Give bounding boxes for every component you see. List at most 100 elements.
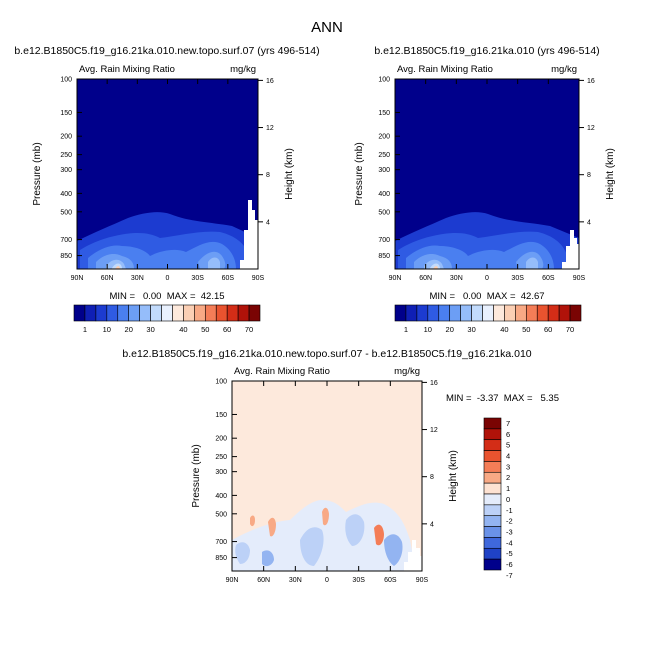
colorbar-label: 70	[245, 325, 253, 334]
x-tick-label: 0	[325, 577, 329, 584]
colorbar-swatch	[483, 515, 502, 527]
y-right-tick-label: 16	[430, 380, 438, 387]
colorbar-swatch	[525, 304, 538, 322]
colorbar-swatch	[416, 304, 429, 322]
colorbar-swatch	[394, 304, 407, 322]
y-tick-label: 100	[378, 77, 390, 84]
panel-1-contours	[77, 200, 258, 269]
x-tick-label: 60N	[101, 275, 114, 282]
y-right-tick-label: 8	[266, 172, 270, 179]
x-tick-label: 60N	[419, 275, 432, 282]
y-tick-label: 200	[215, 436, 227, 443]
x-tick-label: 60S	[222, 275, 235, 282]
y-tick-label: 150	[215, 412, 227, 419]
colorbar-swatch	[106, 304, 119, 322]
anomaly-positive-3	[374, 524, 384, 546]
panel-1-ylabel-right: Height (km)	[284, 148, 295, 200]
colorbar-swatch	[483, 439, 502, 451]
colorbar-swatch	[483, 493, 502, 506]
panel-3-ylabel-right: Height (km)	[448, 450, 459, 502]
y-tick-label: 250	[215, 454, 227, 461]
anomaly-positive-2	[322, 507, 329, 526]
colorbar-swatch	[204, 304, 217, 322]
colorbar-swatch	[183, 304, 195, 322]
y-right-tick-label: 12	[430, 427, 438, 434]
y-tick-label: 150	[60, 110, 72, 117]
x-tick-label: 0	[485, 275, 489, 282]
colorbar-label: 50	[201, 325, 209, 334]
panel-2-stats: MIN = 0.00 MAX = 42.67	[429, 291, 544, 302]
x-tick-label: 30S	[511, 275, 524, 282]
colorbar-label: -2	[506, 517, 513, 526]
panel-2-ylabel: Pressure (mb)	[354, 142, 365, 205]
y-right-tick-label: 12	[266, 125, 274, 132]
contour-level-4	[414, 251, 544, 269]
panel-2-colorbar: 1 10 20 30 40 50 60 70	[394, 304, 582, 334]
colorbar-swatch	[569, 304, 582, 322]
colorbar-swatch	[248, 304, 261, 322]
panel-2: b.e12.B1850C5.f19_g16.21ka.010 (yrs 496-…	[354, 45, 616, 334]
panel-2-title: b.e12.B1850C5.f19_g16.21ka.010 (yrs 496-…	[374, 45, 599, 57]
x-tick-label: 90N	[71, 275, 84, 282]
colorbar-swatch	[483, 417, 502, 430]
panel-3: b.e12.B1850C5.f19_g16.21ka.010.new.topo.…	[122, 348, 559, 584]
colorbar-swatch	[483, 461, 502, 473]
y-tick-label: 500	[378, 209, 390, 216]
colorbar-label: 40	[500, 325, 508, 334]
colorbar-label: -3	[506, 528, 513, 537]
panel-1-stats: MIN = 0.00 MAX = 42.15	[109, 291, 224, 302]
page-title: ANN	[311, 19, 343, 36]
colorbar-label: 4	[506, 452, 510, 461]
y-tick-label: 700	[215, 539, 227, 546]
anomaly-negative-2	[345, 514, 365, 546]
colorbar-label: 20	[125, 325, 133, 334]
anomaly-positive-4	[250, 515, 255, 527]
anomaly-negative-5	[262, 550, 274, 567]
panel-3-contours	[232, 500, 422, 571]
panel-1: b.e12.B1850C5.f19_g16.21ka.010.new.topo.…	[14, 45, 319, 334]
colorbar-swatch	[483, 504, 502, 517]
anomaly-positive-1	[268, 517, 276, 537]
colorbar-label: 6	[506, 430, 510, 439]
colorbar-swatch	[237, 304, 250, 322]
colorbar-swatch	[493, 304, 505, 322]
y-right-tick-label: 4	[266, 219, 270, 226]
colorbar-label: 30	[467, 325, 475, 334]
panel-3-title: b.e12.B1850C5.f19_g16.21ka.010.new.topo.…	[122, 348, 531, 360]
colorbar-label: 10	[103, 325, 111, 334]
panel-1-ylabel: Pressure (mb)	[32, 142, 43, 205]
y-tick-label: 500	[215, 511, 227, 518]
colorbar-swatch	[117, 304, 130, 322]
panel-3-colorbar: 7 6 5 43 2 1 0 -1 -2 -3-4 -5 -6 -7	[483, 417, 513, 580]
colorbar-label: 5	[506, 441, 510, 450]
x-tick-label: 30N	[450, 275, 463, 282]
panel-1-variable-label: Avg. Rain Mixing Ratio	[79, 64, 175, 75]
colorbar-swatch	[95, 304, 108, 322]
colorbar-label: -6	[506, 560, 513, 569]
contour-level-4	[96, 251, 226, 269]
colorbar-swatch	[558, 304, 571, 322]
colorbar-label: 0	[506, 495, 510, 504]
panel-1-title: b.e12.B1850C5.f19_g16.21ka.010.new.topo.…	[14, 45, 319, 57]
colorbar-swatch	[483, 450, 502, 462]
colorbar-label: -4	[506, 538, 513, 547]
panel-2-axes: 90N 60N 30N 0 30S 60S 90S 100 150 200 250 300 400 500…	[378, 77, 595, 283]
y-tick-label: 150	[378, 110, 390, 117]
topography-mask	[404, 540, 422, 571]
panel-1-colorbar: 1 10 20 30 40 50 60 70	[73, 304, 261, 334]
colorbar-swatch	[483, 428, 502, 441]
colorbar-swatch	[172, 304, 184, 322]
colorbar-label: 7	[506, 419, 510, 428]
colorbar-label: 1	[404, 325, 408, 334]
contour-max	[433, 266, 438, 269]
colorbar-label: 60	[223, 325, 231, 334]
colorbar-label: 50	[522, 325, 530, 334]
panel-3-variable-label: Avg. Rain Mixing Ratio	[234, 366, 330, 377]
colorbar-swatch	[483, 482, 502, 495]
x-tick-label: 60S	[384, 577, 397, 584]
colorbar-swatch	[405, 304, 418, 322]
colorbar-label: 70	[566, 325, 574, 334]
y-right-tick-label: 4	[587, 219, 591, 226]
colorbar-swatch	[84, 304, 97, 322]
colorbar-label: 30	[146, 325, 154, 334]
